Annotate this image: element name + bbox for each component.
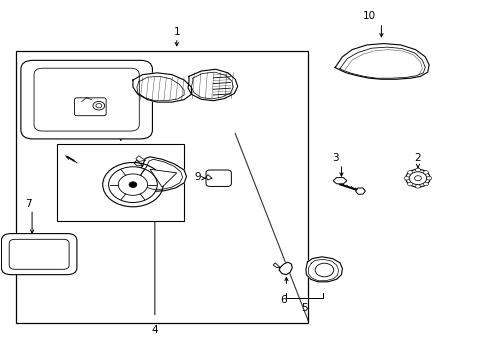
Polygon shape — [306, 257, 343, 282]
Polygon shape — [333, 177, 347, 184]
Circle shape — [129, 182, 137, 188]
Text: 2: 2 — [415, 153, 421, 163]
Circle shape — [103, 162, 163, 207]
Text: 1: 1 — [173, 27, 180, 37]
Text: 5: 5 — [301, 303, 308, 313]
FancyBboxPatch shape — [34, 68, 139, 131]
Circle shape — [423, 171, 428, 174]
Circle shape — [416, 168, 420, 172]
Circle shape — [415, 176, 421, 181]
Circle shape — [404, 176, 409, 180]
Polygon shape — [150, 169, 177, 187]
Circle shape — [406, 169, 430, 187]
Polygon shape — [279, 262, 292, 275]
Polygon shape — [335, 44, 429, 79]
Circle shape — [93, 102, 105, 110]
FancyBboxPatch shape — [1, 234, 77, 275]
Bar — [16, 51, 308, 323]
Polygon shape — [137, 157, 187, 192]
Bar — [57, 144, 184, 221]
Polygon shape — [356, 188, 366, 194]
Text: 9: 9 — [195, 172, 201, 182]
Polygon shape — [188, 69, 238, 101]
FancyBboxPatch shape — [206, 170, 231, 186]
Circle shape — [416, 185, 420, 188]
Text: 8: 8 — [118, 125, 124, 135]
Text: 6: 6 — [281, 295, 287, 305]
Text: 7: 7 — [25, 199, 31, 208]
Text: 3: 3 — [332, 153, 339, 163]
Circle shape — [96, 104, 102, 108]
Circle shape — [427, 176, 432, 180]
Ellipse shape — [315, 263, 334, 277]
Text: 10: 10 — [363, 11, 376, 21]
Circle shape — [408, 171, 413, 174]
Text: 4: 4 — [151, 325, 158, 335]
FancyBboxPatch shape — [9, 239, 69, 269]
FancyBboxPatch shape — [21, 60, 152, 139]
Circle shape — [109, 167, 157, 203]
Circle shape — [408, 182, 413, 186]
Circle shape — [118, 174, 147, 195]
Polygon shape — [133, 73, 192, 102]
Circle shape — [409, 172, 427, 185]
FancyBboxPatch shape — [74, 98, 106, 116]
Circle shape — [423, 182, 428, 186]
